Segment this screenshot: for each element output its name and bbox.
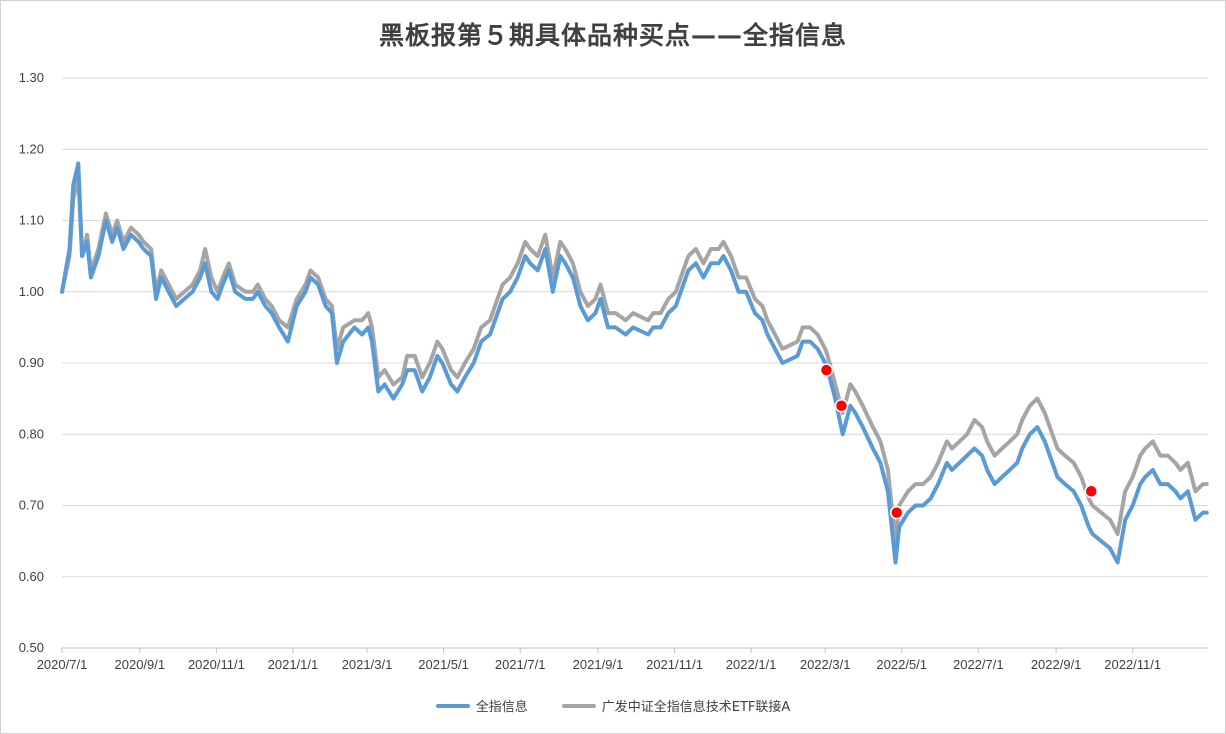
x-tick-label: 2021/11/1 [646,657,703,672]
x-tick-label: 2020/9/1 [115,657,166,672]
legend-label-series-1: 全指信息 [475,700,528,715]
buy-point-marker [834,399,849,413]
x-tick-label: 2021/7/1 [495,657,546,672]
gridlines [62,77,1208,649]
buy-point-marker [1084,484,1099,498]
y-tick-label: 0.70 [19,498,44,513]
x-tick-label: 2022/7/1 [953,657,1004,672]
buy-point-marker [819,363,834,377]
y-tick-label: 0.90 [19,355,44,370]
y-tick-label: 0.60 [19,569,44,584]
legend-swatch-series-1 [435,703,470,708]
x-tick-label: 2022/1/1 [726,657,777,672]
x-tick-label: 2022/3/1 [800,657,851,672]
x-tick-label: 2021/5/1 [418,657,469,672]
buy-point-markers [819,363,1099,520]
y-tick-label: 1.20 [19,141,44,156]
series-lines [60,161,1209,565]
y-tick-label: 0.80 [19,426,44,441]
chart-title: 黑板报第５期具体品种买点——全指信息 [378,21,847,50]
y-tick-label: 0.50 [19,640,44,655]
x-tick-label: 2021/9/1 [573,657,624,672]
x-tick-label: 2020/7/1 [37,657,88,672]
x-tick-label: 2021/3/1 [342,657,393,672]
buy-point-marker [889,505,904,520]
legend-label-series-2: 广发中证全指信息技术ETF联接A [601,700,791,715]
x-tick-label: 2020/11/1 [188,657,245,672]
series-line-1 [60,161,1209,565]
x-tick-label: 2022/9/1 [1031,657,1082,672]
legend: 全指信息 广发中证全指信息技术ETF联接A [0,696,1226,715]
legend-swatch-series-2 [561,703,596,708]
y-tick-label: 1.00 [19,284,44,299]
series-line-2 [60,175,1209,544]
legend-item-series-1: 全指信息 [435,696,528,715]
x-axis: 2020/7/1 2020/9/1 2020/11/1 2021/1/1 2021/3/… [37,648,1161,672]
x-tick-label: 2022/11/1 [1104,657,1161,672]
legend-item-series-2: 广发中证全指信息技术ETF联接A [561,696,791,715]
y-axis: 0.50 0.60 0.70 0.80 0.90 1.00 1.10 1.20 1.30 [19,70,44,655]
y-tick-label: 1.30 [19,70,44,85]
x-tick-label: 2021/1/1 [268,657,319,672]
y-tick-label: 1.10 [19,213,44,228]
x-tick-label: 2022/5/1 [876,657,927,672]
